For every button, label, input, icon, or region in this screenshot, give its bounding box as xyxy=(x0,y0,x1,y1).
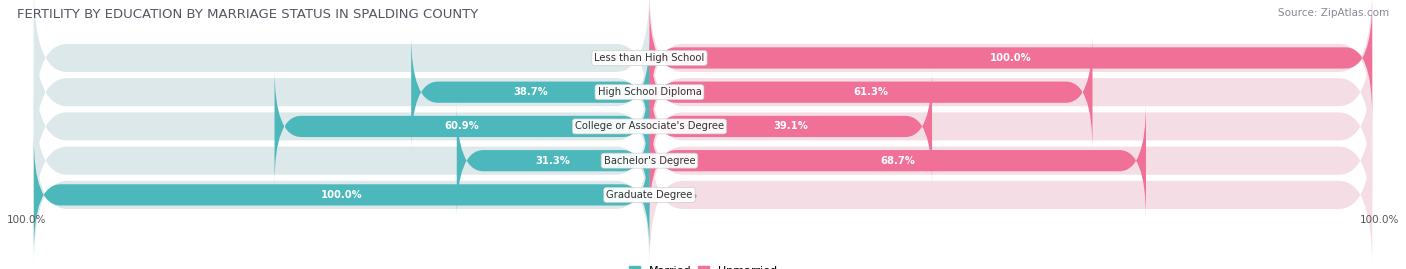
FancyBboxPatch shape xyxy=(650,0,1372,129)
Text: 31.3%: 31.3% xyxy=(536,156,571,166)
FancyBboxPatch shape xyxy=(34,0,650,129)
FancyBboxPatch shape xyxy=(34,55,650,198)
FancyBboxPatch shape xyxy=(650,69,932,184)
Text: 39.1%: 39.1% xyxy=(773,121,808,132)
Text: Source: ZipAtlas.com: Source: ZipAtlas.com xyxy=(1278,8,1389,18)
FancyBboxPatch shape xyxy=(34,137,650,253)
FancyBboxPatch shape xyxy=(650,21,1372,164)
Text: 68.7%: 68.7% xyxy=(880,156,915,166)
FancyBboxPatch shape xyxy=(34,21,650,164)
FancyBboxPatch shape xyxy=(34,89,650,232)
FancyBboxPatch shape xyxy=(650,34,1092,150)
FancyBboxPatch shape xyxy=(650,103,1146,218)
Text: 38.7%: 38.7% xyxy=(513,87,548,97)
Text: 0.0%: 0.0% xyxy=(602,53,630,63)
FancyBboxPatch shape xyxy=(650,89,1372,232)
Text: 60.9%: 60.9% xyxy=(444,121,479,132)
FancyBboxPatch shape xyxy=(650,55,1372,198)
Text: 0.0%: 0.0% xyxy=(669,190,697,200)
FancyBboxPatch shape xyxy=(457,103,650,218)
Text: Less than High School: Less than High School xyxy=(595,53,704,63)
Text: Graduate Degree: Graduate Degree xyxy=(606,190,693,200)
Text: 100.0%: 100.0% xyxy=(990,53,1032,63)
Text: 61.3%: 61.3% xyxy=(853,87,889,97)
Text: FERTILITY BY EDUCATION BY MARRIAGE STATUS IN SPALDING COUNTY: FERTILITY BY EDUCATION BY MARRIAGE STATU… xyxy=(17,8,478,21)
Text: High School Diploma: High School Diploma xyxy=(598,87,702,97)
FancyBboxPatch shape xyxy=(650,0,1372,116)
Text: 100.0%: 100.0% xyxy=(7,215,46,225)
FancyBboxPatch shape xyxy=(34,123,650,267)
Legend: Married, Unmarried: Married, Unmarried xyxy=(624,261,782,269)
Text: 100.0%: 100.0% xyxy=(321,190,363,200)
FancyBboxPatch shape xyxy=(274,69,650,184)
Text: Bachelor's Degree: Bachelor's Degree xyxy=(603,156,696,166)
FancyBboxPatch shape xyxy=(411,34,650,150)
Text: College or Associate's Degree: College or Associate's Degree xyxy=(575,121,724,132)
FancyBboxPatch shape xyxy=(650,123,1372,267)
Text: 100.0%: 100.0% xyxy=(1360,215,1399,225)
